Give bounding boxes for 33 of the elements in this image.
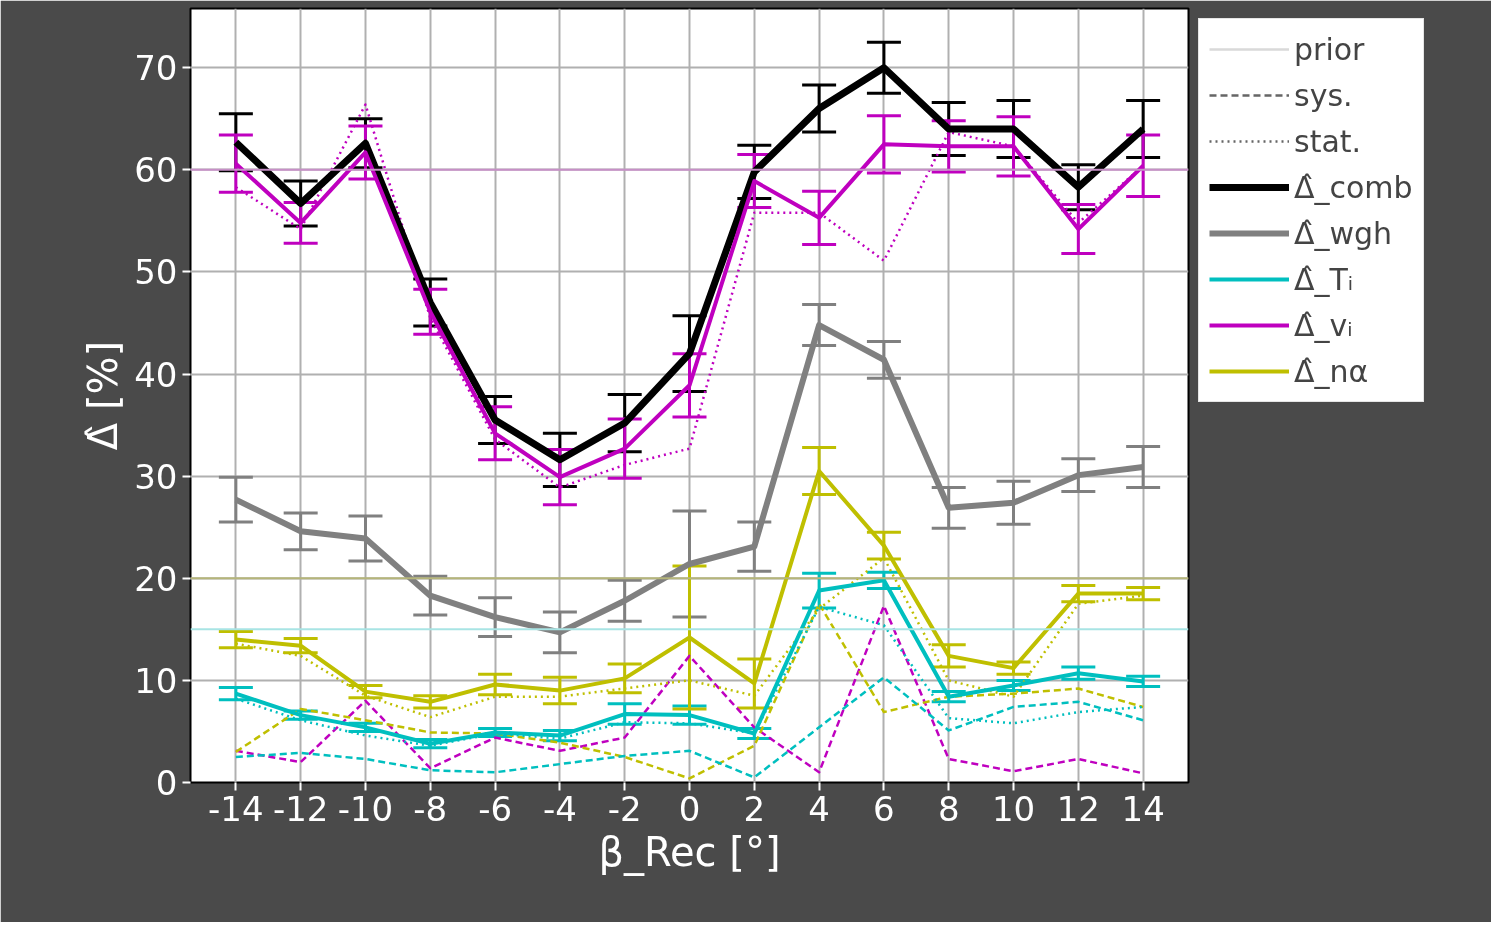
- legend-label: Δ̂_nα: [1294, 353, 1369, 389]
- x-tick-label: 4: [808, 788, 830, 829]
- y-tick-label: 60: [134, 150, 178, 191]
- x-tick-label: 2: [743, 788, 766, 829]
- x-tick-label: 10: [991, 788, 1036, 829]
- x-tick-label: 14: [1121, 788, 1165, 829]
- legend-label: prior: [1294, 31, 1365, 67]
- x-tick-label: -8: [413, 788, 448, 829]
- legend-label: Δ̂_Tᵢ: [1294, 261, 1354, 297]
- legend-label: Δ̂_comb: [1294, 169, 1413, 205]
- x-axis-title: β_Rec [°]: [598, 828, 781, 876]
- legend-label: Δ̂_vᵢ: [1294, 307, 1353, 343]
- x-tick-label: 0: [678, 788, 701, 829]
- x-tick-label: -6: [478, 788, 513, 829]
- y-tick-label: 30: [134, 456, 178, 497]
- x-tick-label: 6: [873, 788, 895, 829]
- y-tick-label: 10: [134, 660, 178, 701]
- x-tick-label: 12: [1056, 788, 1100, 829]
- x-tick-label: -14: [208, 788, 264, 829]
- y-tick-label: 0: [155, 763, 178, 803]
- y-tick-label: 20: [134, 558, 178, 599]
- y-tick-label: 40: [134, 354, 178, 395]
- x-tick-label: -2: [607, 788, 642, 829]
- x-tick-label: 8: [937, 788, 960, 829]
- legend-label: Δ̂_wgh: [1294, 215, 1393, 251]
- x-tick-label: -12: [272, 788, 329, 829]
- y-tick-label: 50: [134, 252, 178, 293]
- y-axis-title: Δ̂ [%]: [80, 340, 127, 451]
- x-tick-label: -4: [542, 788, 577, 829]
- x-tick-label: -10: [337, 788, 394, 829]
- legend-label: stat.: [1294, 123, 1362, 159]
- y-tick-label: 70: [134, 48, 178, 89]
- legend-label: sys.: [1294, 77, 1353, 113]
